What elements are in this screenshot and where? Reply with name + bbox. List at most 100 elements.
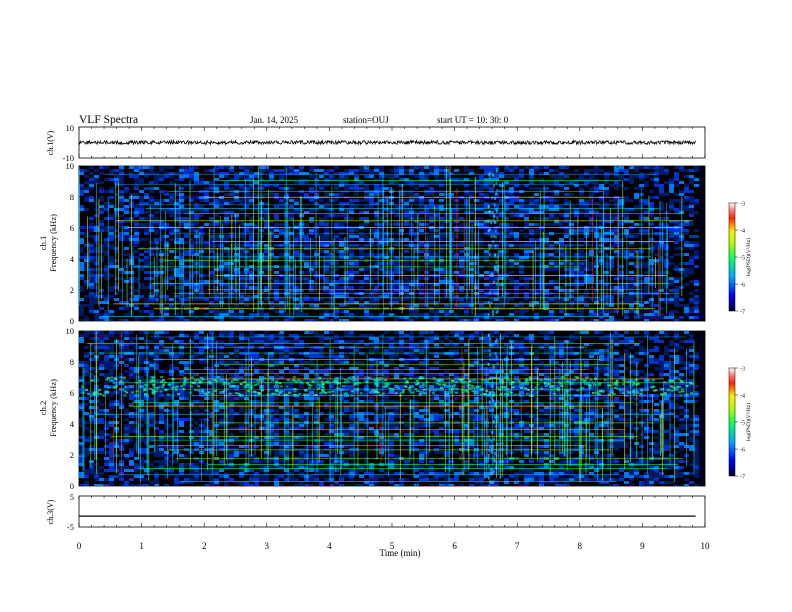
spectrogram-cell	[189, 217, 194, 220]
spectrogram-cell	[134, 268, 139, 271]
spectrogram-cell	[114, 178, 119, 181]
spectrogram-cell	[484, 187, 489, 190]
spectrogram-cell	[164, 202, 169, 205]
spectrogram-cell	[439, 202, 444, 205]
spectrogram-cell	[264, 211, 269, 214]
spectrogram-cell	[524, 229, 529, 232]
spectrogram-cell	[239, 286, 244, 289]
spectrogram-cell	[114, 247, 119, 250]
spectrogram-cell	[444, 316, 449, 319]
spectrogram-cell	[194, 196, 199, 199]
spectrogram-cell	[339, 169, 344, 172]
spectrogram-cell	[264, 187, 269, 190]
spectrogram-cell	[89, 214, 94, 217]
spectrogram-cell	[264, 268, 269, 271]
spectrogram-cell	[524, 244, 529, 247]
spectrogram-cell	[369, 316, 374, 319]
spectrogram-cell	[234, 187, 239, 190]
spectrogram-cell	[539, 205, 544, 208]
spectrogram-cell	[424, 214, 429, 217]
spectrogram-cell	[399, 250, 404, 253]
spectrogram-cell	[314, 238, 319, 241]
spectrogram-cell	[389, 316, 394, 319]
spectrogram-cell	[159, 208, 164, 211]
spectrogram-cell	[229, 316, 234, 319]
spectrogram-cell	[519, 310, 524, 313]
spectrogram-cell	[89, 256, 94, 259]
spectrogram-cell	[359, 235, 364, 238]
spectrogram-cell	[134, 229, 139, 232]
spectrogram-cell	[539, 187, 544, 190]
spectrogram-cell	[229, 184, 234, 187]
spectrogram-cell	[364, 301, 369, 304]
spectrogram-cell	[524, 283, 529, 286]
spectrogram-cell	[409, 166, 414, 169]
spectrogram-cell	[134, 169, 139, 172]
spectrogram-cell	[484, 295, 489, 298]
spectrogram-cell	[404, 262, 409, 265]
spectrogram-cell	[109, 250, 114, 253]
spectrogram-cell	[169, 199, 174, 202]
spectrogram-cell	[409, 313, 414, 316]
spectrogram-cell	[349, 289, 354, 292]
spectrogram-cell	[174, 301, 179, 304]
spectrogram-cell	[464, 316, 469, 319]
spectrogram-cell	[224, 211, 229, 214]
spectrogram-cell	[434, 241, 439, 244]
spectrogram-cell	[244, 319, 249, 321]
spectrogram-cell	[119, 217, 124, 220]
spectrogram-cell	[364, 214, 369, 217]
spectrogram-cell	[209, 262, 214, 265]
spectrogram-cell	[509, 187, 514, 190]
spectrogram-cell	[204, 274, 209, 277]
spectrogram-cell	[459, 175, 464, 178]
spectrogram-cell	[509, 229, 514, 232]
spectrogram-cell	[164, 181, 169, 184]
spectrogram-cell	[419, 184, 424, 187]
spectrogram-cell	[134, 238, 139, 241]
spectrogram-cell	[384, 250, 389, 253]
spectrogram-cell	[114, 280, 119, 283]
spectrogram-cell	[514, 256, 519, 259]
spectrogram-cell	[544, 217, 549, 220]
spectrogram-cell	[109, 193, 114, 196]
spectrogram-cell	[484, 181, 489, 184]
spectrogram-cell	[529, 304, 534, 307]
spectrogram-cell	[454, 244, 459, 247]
spectrogram-cell	[489, 187, 494, 190]
spectrogram-cell	[214, 313, 219, 316]
spectrogram-cell	[534, 298, 539, 301]
spectrogram-cell	[189, 178, 194, 181]
spectrogram-cell	[344, 169, 349, 172]
spectrogram-cell	[249, 289, 254, 292]
spectrogram-cell	[409, 184, 414, 187]
spectrogram-cell	[269, 238, 274, 241]
spectrogram-cell	[109, 166, 114, 169]
spectrogram-cell	[104, 292, 109, 295]
spectrogram-cell	[474, 271, 479, 274]
spectrogram-cell	[499, 181, 504, 184]
spectrogram-cell	[169, 310, 174, 313]
spectrogram-cell	[549, 166, 554, 169]
spectrogram-cell	[454, 220, 459, 223]
spectrogram-cell	[469, 316, 474, 319]
spectrogram-cell	[439, 187, 444, 190]
spectrogram-cell	[109, 226, 114, 229]
spectrogram-cell	[509, 304, 514, 307]
spectrogram-cell	[139, 265, 144, 268]
spectrogram-cell	[119, 232, 124, 235]
spectrogram-cell	[264, 223, 269, 226]
spectrogram-cell	[369, 172, 374, 175]
spectrogram-cell	[354, 184, 359, 187]
spectrogram-cell	[524, 250, 529, 253]
spectrogram-cell	[79, 253, 84, 256]
spectrogram-cell	[339, 181, 344, 184]
spectrogram-cell	[244, 208, 249, 211]
spectrogram-cell	[434, 193, 439, 196]
spectrogram-cell	[219, 316, 224, 319]
spectrogram-cell	[544, 181, 549, 184]
spectrogram-cell	[354, 244, 359, 247]
spectrogram-cell	[244, 310, 249, 313]
spectrogram-cell	[494, 298, 499, 301]
spectrogram-cell	[294, 202, 299, 205]
